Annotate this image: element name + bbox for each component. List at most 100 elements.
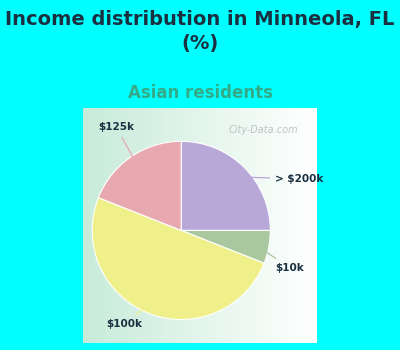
Bar (308, 108, 309, 343)
Bar (196, 108, 198, 343)
Bar (289, 108, 290, 343)
Bar (184, 108, 185, 343)
Bar (268, 108, 269, 343)
Bar (205, 108, 206, 343)
Bar (261, 108, 262, 343)
Bar (309, 108, 310, 343)
Bar (256, 108, 258, 343)
Bar (238, 108, 239, 343)
Bar (215, 108, 216, 343)
Bar (269, 108, 270, 343)
Text: City-Data.com: City-Data.com (228, 125, 298, 135)
Bar (134, 108, 136, 343)
Bar (119, 108, 120, 343)
Bar (258, 108, 259, 343)
Text: Income distribution in Minneola, FL
(%): Income distribution in Minneola, FL (%) (5, 10, 395, 53)
Bar (250, 108, 252, 343)
Bar (244, 108, 246, 343)
Text: $100k: $100k (106, 303, 151, 329)
Bar (307, 108, 308, 343)
Bar (137, 108, 138, 343)
Bar (224, 108, 225, 343)
Bar (108, 108, 110, 343)
Bar (264, 108, 266, 343)
Bar (118, 108, 119, 343)
Bar (297, 108, 298, 343)
Bar (212, 108, 213, 343)
Bar (243, 108, 244, 343)
Bar (303, 108, 304, 343)
Bar (157, 108, 158, 343)
Bar (128, 108, 130, 343)
Bar (89, 108, 90, 343)
Bar (100, 108, 102, 343)
Bar (304, 108, 306, 343)
Bar (182, 108, 184, 343)
Bar (267, 108, 268, 343)
Bar (236, 108, 238, 343)
Wedge shape (181, 141, 270, 230)
Bar (99, 108, 100, 343)
Bar (93, 108, 94, 343)
Bar (168, 108, 170, 343)
Bar (207, 108, 208, 343)
Bar (154, 108, 156, 343)
Bar (96, 108, 97, 343)
Bar (141, 108, 142, 343)
Bar (130, 108, 131, 343)
Bar (173, 108, 174, 343)
Bar (131, 108, 132, 343)
Bar (112, 108, 113, 343)
Bar (106, 108, 107, 343)
Bar (166, 108, 167, 343)
Bar (88, 108, 89, 343)
Bar (187, 108, 188, 343)
Bar (94, 108, 96, 343)
Bar (214, 108, 215, 343)
Bar (181, 108, 182, 343)
Bar (185, 108, 186, 343)
Bar (136, 108, 137, 343)
Bar (233, 108, 234, 343)
Bar (248, 108, 249, 343)
Bar (83, 108, 84, 343)
Bar (127, 108, 128, 343)
Bar (92, 108, 93, 343)
Bar (200, 108, 201, 343)
Bar (193, 108, 194, 343)
Bar (310, 108, 311, 343)
Bar (122, 108, 123, 343)
Bar (176, 108, 178, 343)
Bar (283, 108, 284, 343)
Bar (213, 108, 214, 343)
Bar (156, 108, 157, 343)
Bar (84, 108, 85, 343)
Bar (293, 108, 294, 343)
Bar (262, 108, 263, 343)
Bar (133, 108, 134, 343)
Bar (281, 108, 282, 343)
Bar (276, 108, 277, 343)
Bar (188, 108, 190, 343)
Bar (226, 108, 227, 343)
Wedge shape (92, 198, 264, 320)
Bar (229, 108, 230, 343)
Bar (139, 108, 140, 343)
Bar (273, 108, 274, 343)
Bar (190, 108, 191, 343)
Bar (266, 108, 267, 343)
Bar (180, 108, 181, 343)
Bar (175, 108, 176, 343)
Bar (234, 108, 235, 343)
Bar (228, 108, 229, 343)
Bar (167, 108, 168, 343)
Bar (290, 108, 292, 343)
Bar (165, 108, 166, 343)
Bar (158, 108, 159, 343)
Bar (272, 108, 273, 343)
Bar (85, 108, 86, 343)
Bar (160, 108, 161, 343)
Bar (282, 108, 283, 343)
Bar (125, 108, 126, 343)
Bar (249, 108, 250, 343)
